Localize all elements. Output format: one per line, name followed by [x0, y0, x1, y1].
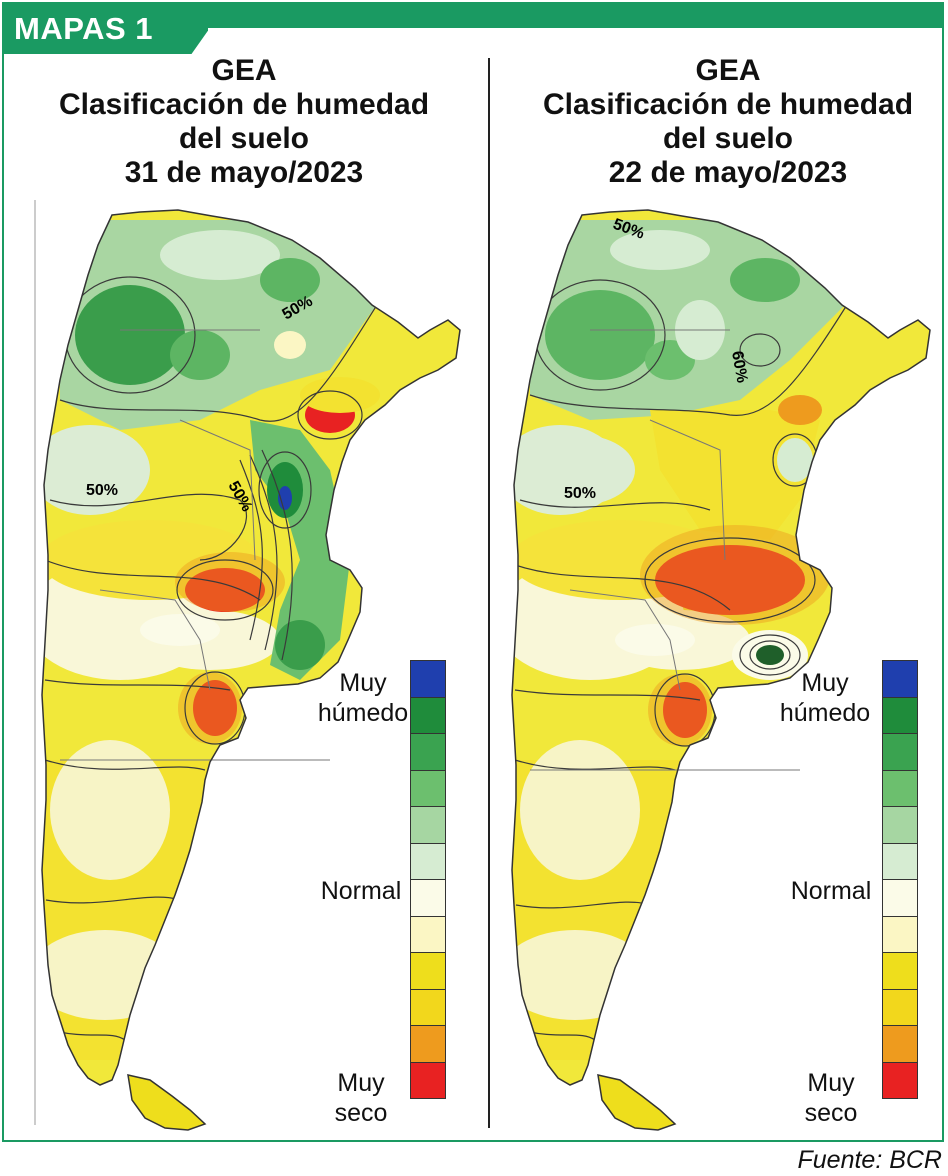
legend-swatch [882, 879, 918, 916]
legend-swatch [410, 660, 446, 697]
legend-swatch [882, 988, 918, 1025]
left-title-line-1: GEA [211, 54, 277, 87]
legend-swatch [882, 1025, 918, 1062]
legend-swatch [882, 733, 918, 770]
left-title-line-3: del suelo [178, 122, 310, 155]
right-contour-label-2: 60% [728, 350, 750, 384]
right-map-title: GEA Clasificación de humedad del suelo 2… [508, 54, 948, 190]
legend-swatch [882, 696, 918, 733]
right-map: 50% 60% 50% [495, 209, 948, 1131]
left-legend-wet-label: Muy húmedo [317, 669, 409, 727]
left-map-title: GEA Clasificación de humedad del suelo 3… [24, 54, 464, 190]
source-credit: Fuente: BCR [797, 1146, 942, 1174]
legend-swatch [882, 842, 918, 879]
legend-swatch [410, 988, 446, 1025]
right-title-line-1: GEA [695, 54, 761, 87]
left-legend-color-scale [410, 660, 446, 1099]
right-title-line-2: Clasificación de humedad [542, 88, 914, 121]
legend-swatch [882, 915, 918, 952]
left-legend-dry-label: Muy seco [334, 1069, 388, 1127]
legend-swatch [410, 879, 446, 916]
section-tag-label: MAPAS 1 [14, 11, 154, 46]
legend-swatch [410, 1025, 446, 1062]
legend-swatch [882, 806, 918, 843]
legend-swatch [410, 915, 446, 952]
left-map: 50% 50% 50% [25, 200, 490, 1131]
left-contour-label-1: 50% [86, 482, 118, 499]
left-title-date: 31 de mayo/2023 [124, 156, 364, 189]
legend-swatch [882, 1061, 918, 1099]
right-contour-label-3: 50% [564, 485, 596, 502]
right-legend-normal-label: Normal [790, 877, 872, 905]
legend-swatch [410, 696, 446, 733]
legend-swatch [410, 842, 446, 879]
legend-swatch [410, 769, 446, 806]
panel-divider [488, 58, 490, 1128]
legend-swatch [882, 769, 918, 806]
figure-frame [2, 2, 944, 1142]
legend-swatch [410, 952, 446, 989]
right-title-date: 22 de mayo/2023 [608, 156, 848, 189]
legend-swatch [882, 660, 918, 697]
right-title-line-3: del suelo [662, 122, 794, 155]
legend-swatch [410, 1061, 446, 1099]
right-legend-color-scale [882, 660, 918, 1099]
legend-swatch [882, 952, 918, 989]
left-title-line-2: Clasificación de humedad [58, 88, 430, 121]
right-legend-wet-label: Muy húmedo [779, 669, 871, 727]
right-legend-dry-label: Muy seco [804, 1069, 858, 1127]
legend-swatch [410, 806, 446, 843]
left-legend-normal-label: Normal [320, 877, 402, 905]
legend-swatch [410, 733, 446, 770]
section-tag [2, 2, 208, 54]
